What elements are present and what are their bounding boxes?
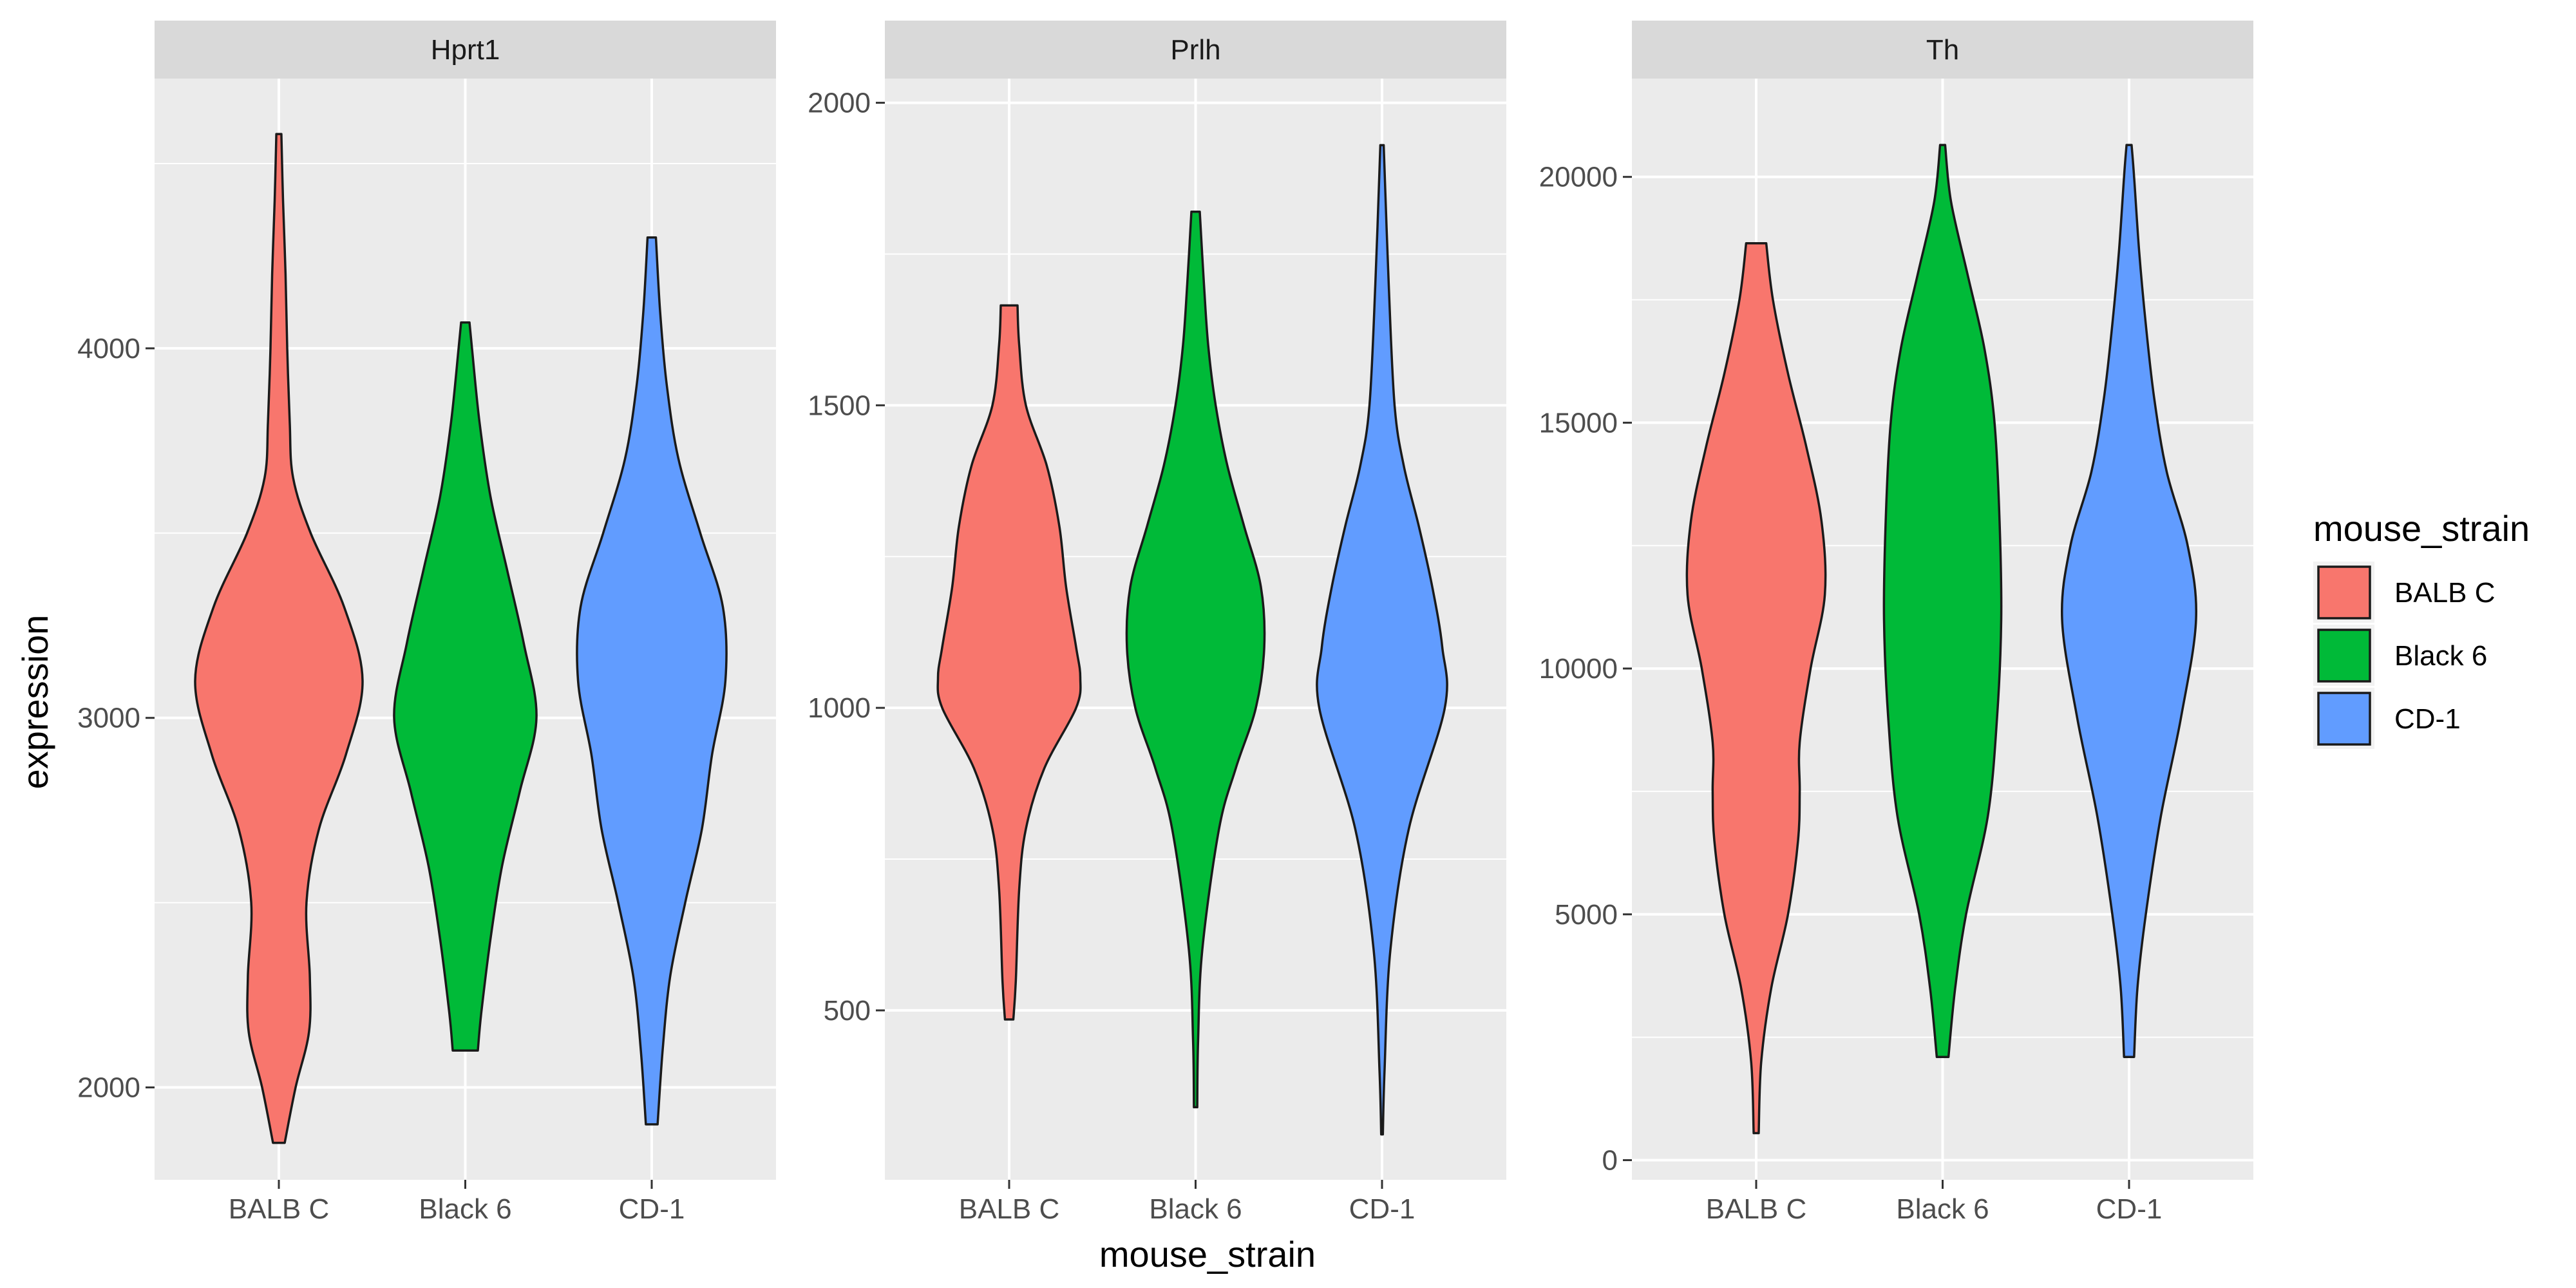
facet-title-prlh: Prlh [1170, 34, 1220, 66]
legend-label-cd-1: CD-1 [2394, 703, 2461, 735]
facet-prlh: Prlh 500 1000 1500 2000 BALB C Black 6 CD-1 [808, 21, 1506, 1225]
violin-prlh-cd-1 [1316, 144, 1448, 1136]
x-axis-title: mouse_strain [1099, 1234, 1316, 1274]
violin-th-balb-c [1685, 242, 1827, 1135]
violin-prlh-black-6 [1125, 210, 1266, 1109]
facet-strip-hprt1 [155, 21, 776, 79]
x-tick-label: BALB C [959, 1193, 1060, 1225]
y-tick-label: 2000 [77, 1072, 140, 1104]
violin-th-black-6 [1882, 144, 2003, 1058]
violin-prlh-balb-c [936, 304, 1082, 1021]
y-tick-label: 1000 [808, 692, 871, 724]
y-tick-label: 3000 [77, 703, 140, 734]
legend-label-black-6: Black 6 [2394, 640, 2487, 672]
legend-swatch-cd-1 [2317, 692, 2371, 746]
x-tick-label: CD-1 [1349, 1193, 1416, 1225]
y-tick-label: 1500 [808, 390, 871, 421]
legend: mouse_strain BALB C Black 6 CD-1 [2313, 508, 2530, 749]
facet-strip-prlh [885, 21, 1506, 79]
legend-label-balb-c: BALB C [2394, 577, 2496, 609]
y-tick-label: 4000 [77, 333, 140, 365]
legend-swatch-black-6 [2317, 629, 2371, 683]
legend-title: mouse_strain [2313, 508, 2530, 549]
x-tick-label: Black 6 [1896, 1193, 1989, 1225]
x-tick-label: CD-1 [619, 1193, 685, 1225]
x-tick-label: CD-1 [2096, 1193, 2163, 1225]
facet-title-th: Th [1926, 34, 1959, 66]
x-tick-label: BALB C [1706, 1193, 1807, 1225]
y-tick-label: 2000 [808, 88, 871, 119]
y-tick-label: 20000 [1539, 162, 1618, 193]
y-tick-label: 5000 [1555, 899, 1618, 931]
facet-title-hprt1: Hprt1 [431, 34, 500, 66]
facet-th: Th 0 5000 10000 15000 20000 BALB C Black 6 CD-1 [1539, 21, 2253, 1225]
legend-swatch-balb-c [2317, 565, 2371, 620]
y-tick-label: 10000 [1539, 653, 1618, 685]
facet-hprt1: Hprt1 2000 3000 4000 BALB C Black 6 CD-1 [77, 21, 776, 1225]
x-tick-label: BALB C [229, 1193, 330, 1225]
facet-strip-th [1632, 21, 2253, 79]
x-tick-label: Black 6 [419, 1193, 511, 1225]
violin-hprt1-black-6 [393, 321, 538, 1052]
violin-hprt1-balb-c [194, 133, 364, 1144]
violin-hprt1-cd-1 [576, 236, 728, 1126]
facets-layer: Hprt1 2000 3000 4000 BALB C Black 6 CD-1 Prlh 50… [77, 21, 2253, 1225]
y-tick-label: 15000 [1539, 407, 1618, 439]
violin-th-cd-1 [2060, 144, 2198, 1058]
y-tick-label: 0 [1602, 1144, 1618, 1176]
y-tick-label: 500 [824, 995, 871, 1027]
x-tick-label: Black 6 [1149, 1193, 1242, 1225]
y-axis-title: expression [15, 615, 55, 790]
